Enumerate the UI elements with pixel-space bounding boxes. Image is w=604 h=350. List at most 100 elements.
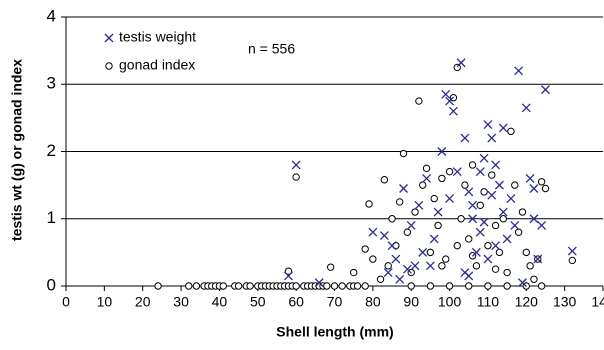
point	[506, 194, 516, 204]
point	[388, 215, 396, 223]
point	[219, 282, 227, 290]
x-tick-label: 100	[438, 294, 462, 310]
point	[292, 173, 300, 181]
point	[514, 66, 524, 76]
legend-marker	[105, 62, 113, 70]
point	[472, 262, 481, 270]
point	[537, 178, 546, 186]
point	[442, 255, 450, 263]
point	[518, 208, 527, 216]
x-tick-label: 120	[515, 294, 539, 310]
x-tick-label: 80	[365, 294, 381, 310]
point	[452, 167, 462, 177]
legend-label: testis weight	[119, 29, 196, 45]
point	[510, 221, 520, 230]
annotation: n = 556	[248, 41, 295, 57]
point	[491, 221, 500, 230]
point	[246, 282, 254, 290]
point	[514, 228, 523, 236]
point	[410, 261, 420, 271]
point	[483, 254, 493, 264]
x-tick-label: 90	[403, 294, 419, 310]
point	[491, 160, 501, 170]
point	[487, 190, 497, 200]
point	[445, 194, 455, 204]
point	[396, 198, 404, 206]
point	[291, 160, 301, 170]
point	[537, 221, 547, 230]
point	[445, 96, 455, 106]
point	[438, 262, 446, 270]
y-tick-label: 3	[47, 74, 56, 93]
point	[461, 181, 469, 189]
x-tick-label: 40	[212, 294, 228, 310]
point	[368, 227, 378, 237]
point	[491, 241, 501, 251]
x-tick-label: 20	[135, 294, 151, 310]
point	[448, 106, 458, 116]
point	[419, 181, 427, 189]
x-tick-label: 70	[327, 294, 343, 310]
point	[403, 228, 412, 236]
point	[411, 208, 419, 216]
point	[465, 235, 473, 243]
point	[480, 188, 488, 196]
point	[379, 231, 389, 241]
y-tick-label: 0	[47, 275, 56, 294]
point	[530, 275, 538, 283]
point	[399, 149, 408, 158]
point	[498, 123, 508, 133]
point	[292, 282, 300, 290]
point	[499, 215, 507, 223]
point	[529, 184, 539, 193]
point	[445, 167, 454, 176]
y-tick-label: 2	[47, 141, 56, 160]
point	[330, 282, 339, 290]
point	[441, 89, 451, 99]
legend-label: gonad index	[119, 57, 195, 73]
point	[471, 247, 481, 257]
point	[430, 194, 438, 203]
point	[503, 282, 511, 290]
point	[468, 161, 477, 169]
y-tick-label: 1	[47, 208, 56, 227]
x-tick-label: 140	[591, 294, 604, 310]
point	[338, 282, 346, 290]
x-tick-label: 130	[553, 294, 577, 310]
point	[361, 282, 369, 290]
point	[522, 248, 530, 257]
point	[384, 262, 392, 270]
point	[438, 174, 446, 183]
point	[488, 171, 496, 179]
point	[457, 215, 465, 223]
point	[365, 200, 373, 208]
point	[284, 267, 293, 275]
point	[456, 58, 466, 68]
x-tick-label: 30	[173, 294, 189, 310]
point	[425, 261, 435, 271]
point	[568, 256, 577, 265]
point	[422, 173, 432, 183]
point	[445, 282, 454, 290]
point	[437, 147, 447, 156]
x-tick-label: 60	[288, 294, 304, 310]
point	[517, 278, 527, 288]
point	[154, 282, 162, 290]
point	[349, 268, 358, 277]
point	[323, 282, 331, 290]
point	[361, 245, 369, 253]
point	[521, 103, 531, 113]
point	[526, 262, 534, 270]
x-tick-label: 0	[62, 294, 70, 310]
point	[567, 246, 577, 256]
point	[369, 255, 377, 263]
point	[422, 164, 431, 173]
point	[395, 274, 405, 284]
point	[284, 271, 293, 281]
point	[537, 282, 546, 290]
point	[353, 282, 362, 290]
point	[429, 234, 439, 244]
point	[380, 176, 389, 184]
point	[494, 180, 504, 190]
